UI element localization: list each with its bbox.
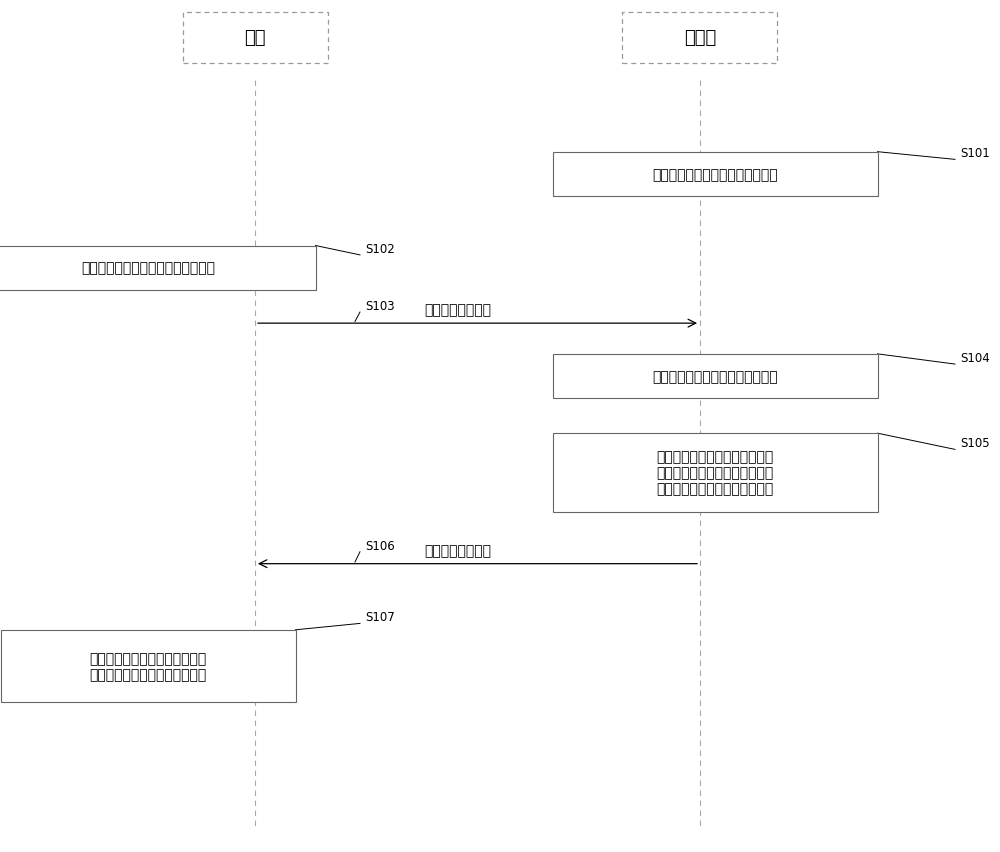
Text: S101: S101 (960, 147, 990, 160)
Text: 获取所有业务进程所对应的进程信息: 获取所有业务进程所对应的进程信息 (81, 262, 215, 275)
Text: 服务端: 服务端 (684, 29, 716, 48)
Bar (622, 13, 777, 64)
Text: S103: S103 (365, 300, 395, 313)
Text: 终端: 终端 (244, 29, 266, 48)
Bar (552, 434, 878, 512)
Bar (182, 13, 328, 64)
Text: 目标业务性能数据: 目标业务性能数据 (424, 544, 491, 557)
Text: S102: S102 (365, 243, 395, 256)
Text: S107: S107 (365, 611, 395, 624)
Text: 接收服务端反馈的目标业务性能
数据，并展示目标业务性能数据: 接收服务端反馈的目标业务性能 数据，并展示目标业务性能数据 (89, 651, 207, 682)
Text: 记录各业务进程所对应的进程信息: 记录各业务进程所对应的进程信息 (652, 168, 778, 181)
Bar (1, 630, 296, 702)
Bar (0, 246, 316, 291)
Text: S105: S105 (960, 437, 990, 450)
Bar (552, 354, 878, 399)
Text: S106: S106 (365, 539, 395, 552)
Text: 目标业务获取请求: 目标业务获取请求 (424, 303, 491, 317)
Text: 接收终端发送的目标业务获取请求: 接收终端发送的目标业务获取请求 (652, 370, 778, 383)
Text: 依据目标业务获取请求中携带的
目标进程信息，查找与目标进程
信息相对应的目标业务性能数据: 依据目标业务获取请求中携带的 目标进程信息，查找与目标进程 信息相对应的目标业务… (656, 450, 774, 496)
Text: S104: S104 (960, 352, 990, 365)
Bar (552, 153, 878, 197)
